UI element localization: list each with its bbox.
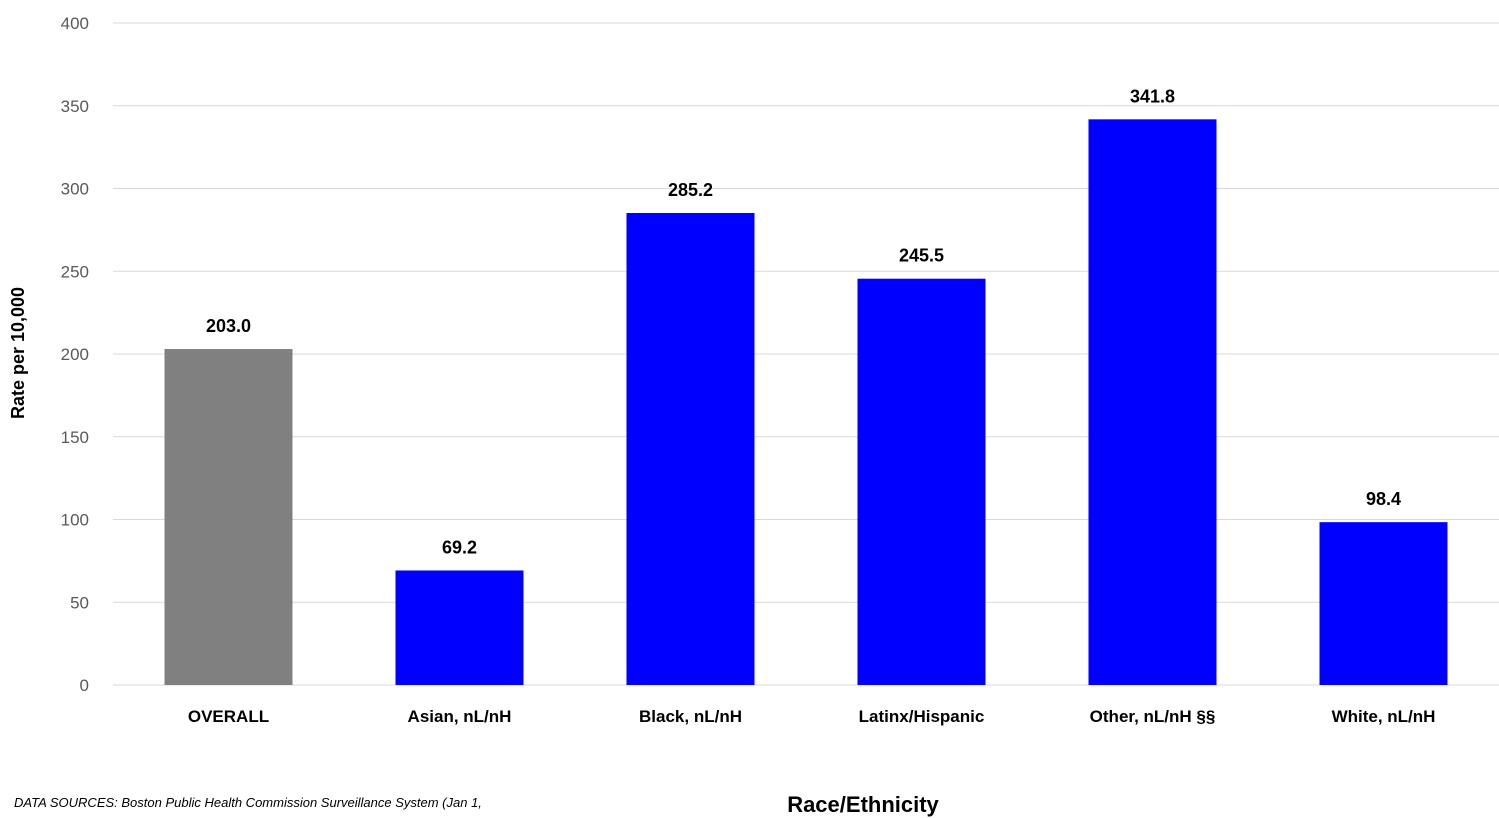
bar-value-label: 285.2: [668, 180, 713, 200]
bar: [626, 212, 755, 685]
x-axis-label: Race/Ethnicity: [787, 792, 939, 817]
bar-value-label: 98.4: [1366, 489, 1401, 509]
bar: [395, 570, 524, 685]
y-axis-ticks: 0 50 100 150 200 250 300 350 400: [61, 14, 89, 695]
x-category-label: Asian, nL/nH: [408, 707, 512, 726]
x-category-label: Other, nL/nH §§: [1090, 707, 1216, 726]
y-tick-label: 100: [61, 511, 89, 530]
y-tick-label: 400: [61, 14, 89, 33]
x-category-label: OVERALL: [188, 707, 269, 726]
bar-value-label: 245.5: [899, 246, 944, 266]
y-tick-label: 150: [61, 428, 89, 447]
x-category-label: Latinx/Hispanic: [859, 707, 985, 726]
y-tick-label: 300: [61, 180, 89, 199]
x-axis-categories: OVERALL Asian, nL/nH Black, nL/nH Latinx/Hi…: [188, 707, 1436, 726]
y-axis-label: Rate per 10,000: [8, 287, 28, 419]
bars: [164, 119, 1448, 686]
data-source-note: DATA SOURCES: Boston Public Health Commi…: [14, 795, 482, 810]
y-tick-label: 250: [61, 262, 89, 281]
bar: [1088, 119, 1217, 686]
y-tick-label: 200: [61, 345, 89, 364]
bar-value-label: 203.0: [206, 316, 251, 336]
bar: [164, 349, 293, 685]
y-tick-label: 0: [80, 676, 89, 695]
gridlines: [113, 22, 1499, 686]
bar: [1319, 522, 1448, 685]
y-tick-label: 50: [70, 593, 89, 612]
y-tick-label: 350: [61, 97, 89, 116]
x-category-label: Black, nL/nH: [639, 707, 742, 726]
data-labels: 203.0 69.2 285.2 245.5 341.8 98.4: [206, 86, 1401, 557]
bar-value-label: 341.8: [1130, 86, 1175, 106]
bar: [857, 278, 986, 685]
bar-value-label: 69.2: [442, 537, 477, 557]
x-category-label: White, nL/nH: [1332, 707, 1436, 726]
